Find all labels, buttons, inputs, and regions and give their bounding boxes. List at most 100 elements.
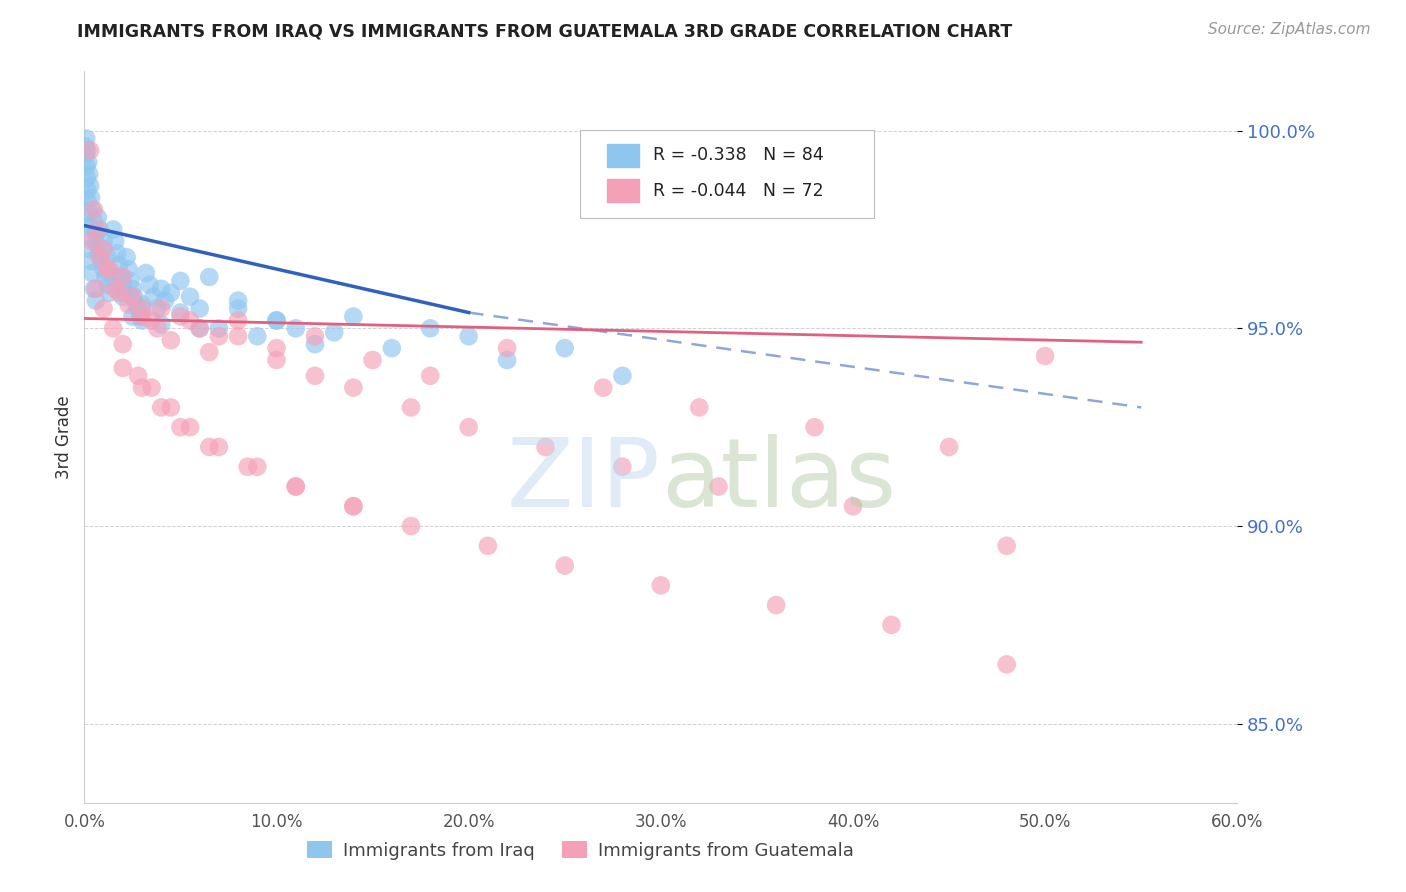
Point bbox=[131, 381, 153, 395]
Point bbox=[284, 479, 307, 493]
Point bbox=[1033, 349, 1056, 363]
Y-axis label: 3rd Grade: 3rd Grade bbox=[55, 395, 73, 479]
Point bbox=[115, 250, 138, 264]
Point bbox=[77, 167, 100, 181]
Point bbox=[457, 420, 479, 434]
Point bbox=[188, 321, 211, 335]
Point bbox=[129, 310, 152, 324]
Point bbox=[84, 282, 107, 296]
Point bbox=[399, 519, 422, 533]
Point bbox=[111, 360, 134, 375]
Point bbox=[93, 262, 115, 277]
FancyBboxPatch shape bbox=[581, 130, 875, 218]
Point bbox=[179, 313, 201, 327]
Point bbox=[117, 298, 139, 312]
Point bbox=[208, 440, 231, 454]
Point bbox=[89, 246, 111, 260]
Point bbox=[534, 440, 557, 454]
Point bbox=[141, 313, 163, 327]
Point bbox=[496, 353, 519, 368]
Point bbox=[108, 258, 131, 272]
Point bbox=[142, 290, 165, 304]
Point bbox=[75, 147, 97, 161]
Point bbox=[111, 277, 134, 292]
Point bbox=[304, 329, 326, 343]
Point bbox=[125, 298, 148, 312]
Point bbox=[938, 440, 960, 454]
Point bbox=[554, 558, 576, 573]
Point bbox=[457, 329, 479, 343]
Point bbox=[120, 274, 142, 288]
Point bbox=[103, 321, 124, 335]
Point bbox=[153, 293, 176, 308]
Point bbox=[121, 310, 143, 324]
Point bbox=[179, 420, 201, 434]
Point bbox=[284, 321, 307, 335]
Point bbox=[266, 313, 288, 327]
Point bbox=[554, 341, 576, 355]
Point bbox=[246, 329, 269, 343]
Point bbox=[98, 262, 121, 277]
Point bbox=[266, 313, 288, 327]
Point bbox=[77, 230, 100, 244]
Bar bbox=[606, 144, 638, 167]
Point bbox=[496, 341, 519, 355]
Point bbox=[84, 227, 107, 241]
Point bbox=[188, 301, 211, 316]
Point bbox=[246, 459, 269, 474]
Point bbox=[103, 222, 124, 236]
Point bbox=[592, 381, 614, 395]
Point bbox=[236, 459, 259, 474]
Point bbox=[995, 657, 1018, 672]
Point bbox=[89, 222, 111, 236]
Point bbox=[765, 598, 787, 612]
Point bbox=[169, 274, 191, 288]
Point bbox=[135, 266, 157, 280]
Point bbox=[304, 337, 326, 351]
Point bbox=[121, 282, 143, 296]
Point bbox=[121, 290, 143, 304]
Point bbox=[93, 235, 115, 249]
Point bbox=[79, 242, 101, 256]
Text: atlas: atlas bbox=[661, 434, 896, 527]
Point bbox=[80, 235, 103, 249]
Point bbox=[146, 301, 169, 316]
Point bbox=[83, 202, 105, 217]
Point bbox=[79, 179, 101, 194]
Point bbox=[477, 539, 499, 553]
Point bbox=[208, 329, 231, 343]
Point bbox=[226, 301, 249, 316]
Point bbox=[198, 345, 221, 359]
Text: ZIP: ZIP bbox=[508, 434, 661, 527]
Point bbox=[117, 262, 139, 277]
Point bbox=[77, 155, 100, 169]
Point bbox=[103, 269, 124, 284]
Point bbox=[131, 310, 153, 324]
Point bbox=[111, 269, 134, 284]
Point bbox=[87, 238, 110, 252]
Point bbox=[612, 459, 634, 474]
Point bbox=[160, 333, 183, 347]
Point bbox=[93, 301, 115, 316]
Bar bbox=[606, 179, 638, 202]
Point bbox=[80, 254, 103, 268]
Point bbox=[90, 254, 112, 268]
Point bbox=[124, 290, 146, 304]
Point bbox=[198, 440, 221, 454]
Point bbox=[880, 618, 903, 632]
Point bbox=[83, 282, 105, 296]
Text: R = -0.044   N = 72: R = -0.044 N = 72 bbox=[652, 182, 824, 200]
Point bbox=[150, 401, 173, 415]
Point bbox=[105, 246, 128, 260]
Point bbox=[688, 401, 710, 415]
Point bbox=[650, 578, 672, 592]
Point bbox=[127, 368, 149, 383]
Point bbox=[179, 290, 201, 304]
Point bbox=[150, 282, 173, 296]
Point bbox=[323, 326, 346, 340]
Point bbox=[842, 500, 865, 514]
Point bbox=[111, 337, 134, 351]
Point bbox=[266, 353, 288, 368]
Point bbox=[80, 191, 103, 205]
Point bbox=[75, 159, 97, 173]
